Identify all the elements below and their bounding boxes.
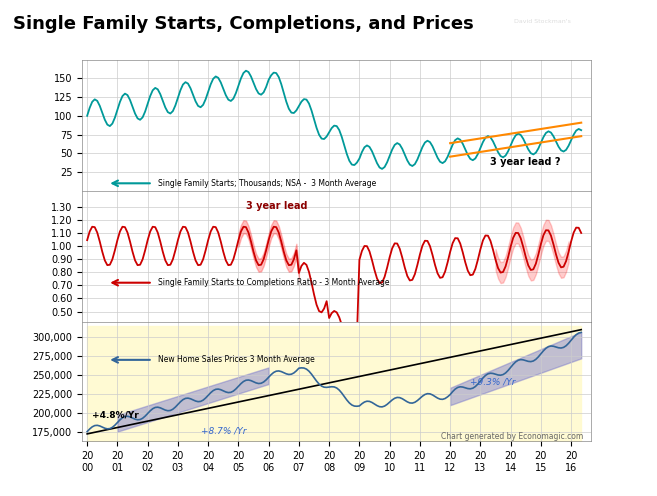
Text: CORNER: CORNER xyxy=(510,46,574,60)
Text: David Stockman's: David Stockman's xyxy=(514,19,570,24)
Text: 3 year lead: 3 year lead xyxy=(246,201,307,211)
Text: Single Family Starts, Completions, and Prices: Single Family Starts, Completions, and P… xyxy=(12,15,474,33)
Text: +8.7% /Yr: +8.7% /Yr xyxy=(200,426,246,435)
Text: Single Family Starts; Thousands; NSA -  3 Month Average: Single Family Starts; Thousands; NSA - 3… xyxy=(158,179,376,188)
Text: 3 year lead ?: 3 year lead ? xyxy=(491,157,561,167)
Text: +9.3% /Yr: +9.3% /Yr xyxy=(470,377,516,386)
Text: Single Family Starts to Completions Ratio - 3 Month Average: Single Family Starts to Completions Rati… xyxy=(158,278,389,287)
Text: +4.8%/Yr: +4.8%/Yr xyxy=(92,410,139,419)
Text: New Home Sales Prices 3 Month Average: New Home Sales Prices 3 Month Average xyxy=(158,355,315,365)
Text: CONTRA: CONTRA xyxy=(510,29,574,43)
Text: Chart generated by Economagic.com: Chart generated by Economagic.com xyxy=(442,432,583,440)
